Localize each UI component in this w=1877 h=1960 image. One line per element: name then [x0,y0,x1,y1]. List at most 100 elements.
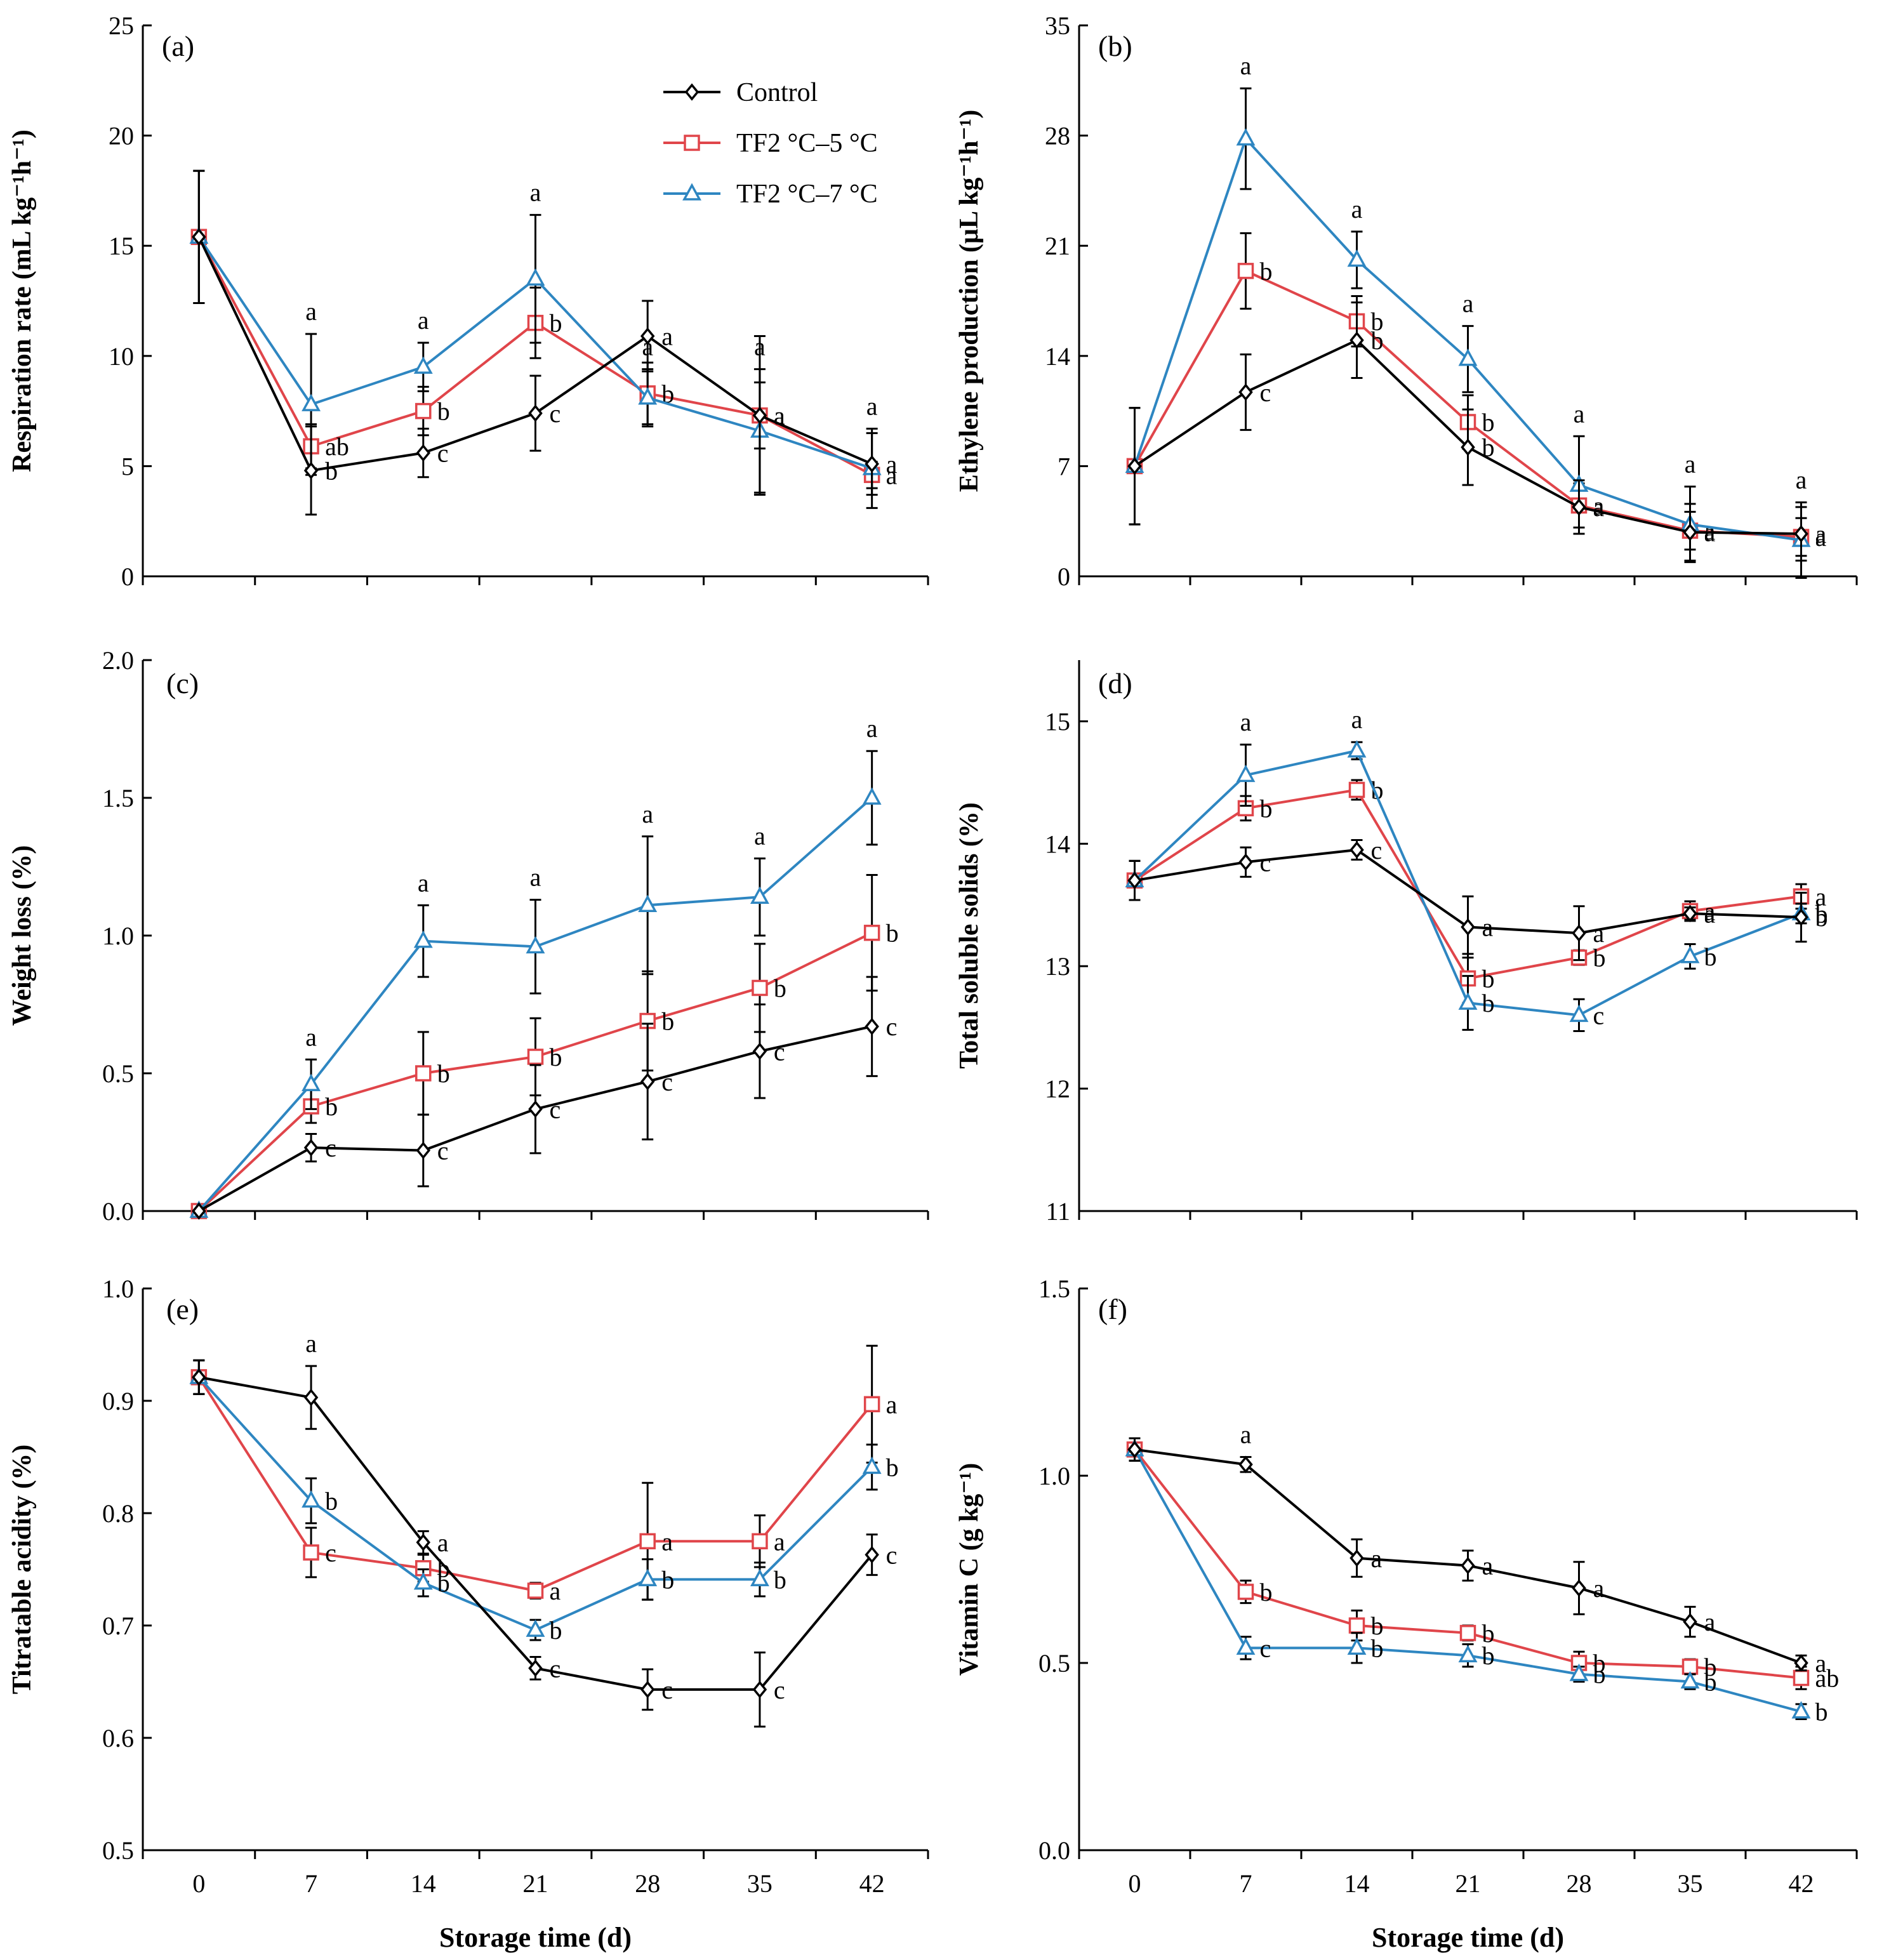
legend-label: TF2 °C–7 °C [736,180,878,209]
data-point-square [639,1533,656,1549]
significance-label: c [437,1137,449,1165]
significance-label: a [642,800,653,828]
significance-label: c [1260,848,1271,877]
data-point-diamond [303,1139,319,1156]
y-tick-label: 21 [1045,232,1070,260]
significance-label: c [550,1095,561,1123]
data-point-diamond [1127,871,1142,889]
significance-label: a [305,297,317,326]
data-point-triangle [1680,1671,1700,1689]
legend-label: TF2 °C–5 °C [736,129,878,158]
y-tick-label: 1.5 [102,784,134,812]
data-point-triangle [413,1572,433,1590]
panel-label: (a) [162,30,194,62]
legend-label: Control [736,78,818,107]
data-point-diamond [865,1017,879,1035]
legend-marker-diamond [684,83,700,101]
significance-label: b [325,1487,338,1516]
y-tick-label: 14 [1045,342,1070,371]
significance-label: ab [1815,1664,1840,1693]
data-point-diamond [752,1681,767,1698]
significance-label: a [305,1023,317,1051]
data-point-triangle [1680,946,1700,963]
data-point-square [1793,1669,1810,1686]
significance-label: b [1482,434,1495,462]
significance-label: c [1593,1001,1605,1030]
significance-label: a [1240,51,1252,80]
y-axis-label: Respiration rate (mL kg⁻¹h⁻¹) [8,129,37,472]
data-point-diamond [1572,924,1586,942]
data-point-diamond [416,1533,431,1551]
y-tick-label: 20 [109,122,134,150]
x-tick-label: 42 [859,1869,885,1898]
series-diamond: c c c c c c [192,976,898,1220]
y-tick-label: 11 [1045,1197,1070,1226]
data-point-square [303,1544,319,1561]
significance-label: a [1704,897,1716,925]
series-triangle: c b bb bb [1125,1437,1828,1726]
y-tick-label: 35 [1045,11,1070,40]
y-tick-label: 1.0 [102,922,134,950]
significance-label: a [1593,493,1605,522]
y-tick-label: 0.5 [1038,1649,1070,1678]
significance-label: b [1815,1698,1828,1726]
significance-label: a [418,306,429,334]
data-point-diamond [1572,498,1586,516]
y-axis-label: Total soluble solids (%) [955,802,984,1069]
significance-label: a [530,178,541,207]
y-tick-label: 25 [109,11,134,40]
significance-label: a [1240,1420,1252,1449]
legend-marker-triangle [682,183,701,201]
significance-label: c [886,1012,898,1041]
y-tick-label: 7 [1058,452,1070,480]
significance-label: a [1593,919,1605,948]
data-point-triangle [526,268,545,286]
significance-label: b [1371,1612,1384,1640]
data-point-diamond [528,1659,543,1678]
data-point-square [1459,1625,1476,1641]
significance-label: b [1704,1668,1717,1697]
y-axis-label: Titratable acidity (%) [8,1445,37,1695]
y-tick-label: 10 [109,342,134,371]
significance-label: a [1574,399,1585,428]
significance-label: b [437,1059,450,1088]
y-tick-label: 0.7 [102,1612,134,1640]
data-point-triangle [526,936,545,954]
data-point-diamond [528,404,543,422]
significance-label: c [1260,378,1271,407]
y-tick-label: 0.0 [102,1197,134,1226]
x-tick-label: 28 [635,1869,660,1898]
data-point-diamond [192,1202,206,1220]
significance-label: b [661,1565,674,1594]
series-line [197,1376,873,1592]
panel-a: 0 5 10 15 20 25 Respiration rate (mL kg⁻¹h⁻¹) (… [8,11,929,591]
data-point-square [415,1065,432,1082]
data-point-diamond [1461,438,1475,456]
data-point-triangle [413,930,433,948]
data-point-diamond [192,1368,206,1386]
significance-label: c [1371,836,1383,864]
significance-label: a [886,461,898,489]
data-point-diamond [192,228,206,246]
significance-label: b [1371,776,1384,804]
legend: Control TF2 °C–5 °C TF2 °C–7 °C [663,78,878,209]
panel-label: (f) [1098,1293,1127,1325]
panel-label: (b) [1098,30,1132,62]
significance-label: b [1482,1641,1495,1670]
series-triangle: b b b b b b [189,1359,899,1645]
series-diamond: c ca aa b [1127,836,1828,962]
data-point-triangle [1347,249,1367,267]
data-point-triangle [862,787,882,805]
significance-label: a [1704,899,1716,928]
significance-label: c [1260,1634,1271,1662]
panel-c: 0.0 0.5 1.0 1.5 2.0 Weight loss (%) (c) b b b b b b a… [8,646,929,1226]
significance-label: b [325,1092,338,1121]
y-tick-label: 0.0 [1038,1836,1070,1865]
data-point-triangle [302,394,321,411]
significance-label: a [418,868,429,897]
x-tick-label: 21 [523,1869,548,1898]
